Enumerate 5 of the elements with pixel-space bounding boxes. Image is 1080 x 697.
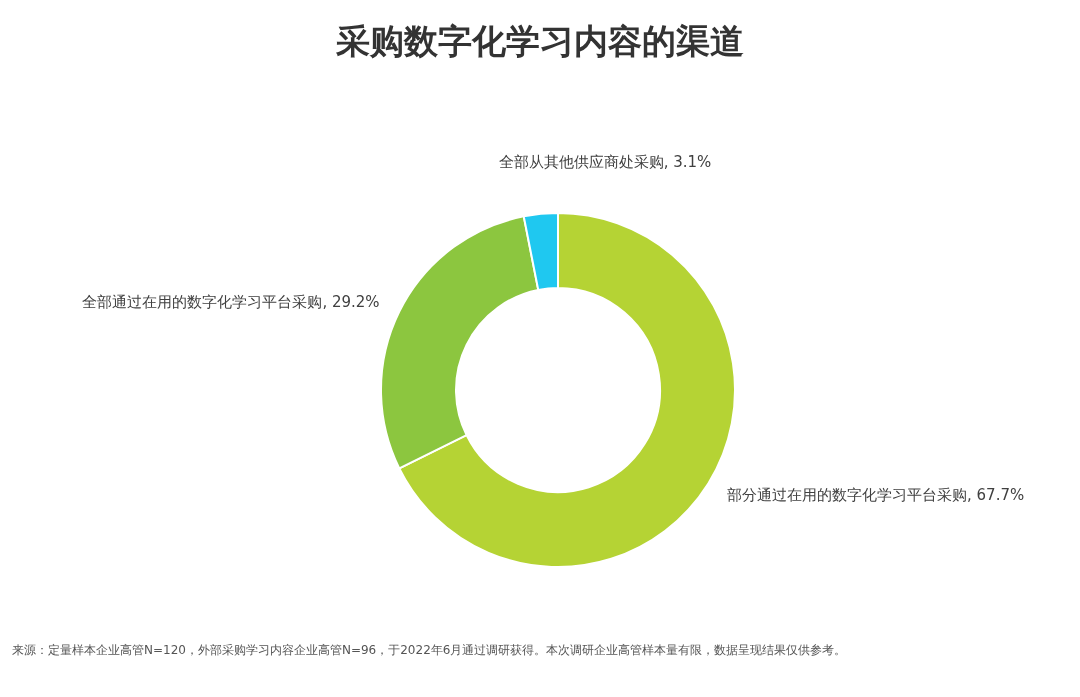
slice-label: 全部通过在用的数字化学习平台采购, 29.2% <box>82 292 380 311</box>
chart-title: 采购数字化学习内容的渠道 <box>335 21 744 61</box>
slice-label: 全部从其他供应商处采购, 3.1% <box>498 152 712 171</box>
slice-label: 部分通过在用的数字化学习平台采购, 67.7% <box>727 486 1025 505</box>
source-note: 来源：定量样本企业高管N=120，外部采购学习内容企业高管N=96，于2022年6月通过调研获得。本次调研企业高管样本量有限，数据呈现结果仅供参考。 <box>12 643 847 657</box>
